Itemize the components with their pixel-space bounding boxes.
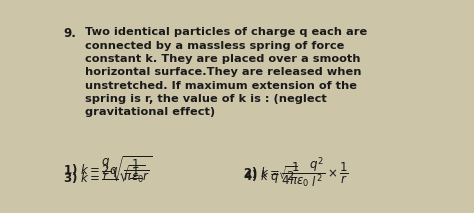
Text: 2) $k=\dfrac{1}{4\pi\varepsilon_{0}}\dfrac{q^{2}}{l^{2}}\times\dfrac{1}{r}$: 2) $k=\dfrac{1}{4\pi\varepsilon_{0}}\dfr… [243, 155, 349, 190]
Text: 9.: 9. [63, 27, 76, 40]
Text: 3) $k=\dfrac{2q}{\quad}\sqrt{\dfrac{1}{\quad}}$: 3) $k=\dfrac{2q}{\quad}\sqrt{\dfrac{1}{\… [63, 164, 146, 186]
Text: 1) $k=\dfrac{q}{r}\sqrt{\dfrac{1}{\pi\varepsilon_{0}r}}$: 1) $k=\dfrac{q}{r}\sqrt{\dfrac{1}{\pi\va… [63, 155, 153, 186]
Text: Two identical particles of charge q each are
connected by a massless spring of f: Two identical particles of charge q each… [85, 27, 367, 117]
Text: 4) $k\;q\sqrt{2}$: 4) $k\;q\sqrt{2}$ [243, 165, 297, 186]
